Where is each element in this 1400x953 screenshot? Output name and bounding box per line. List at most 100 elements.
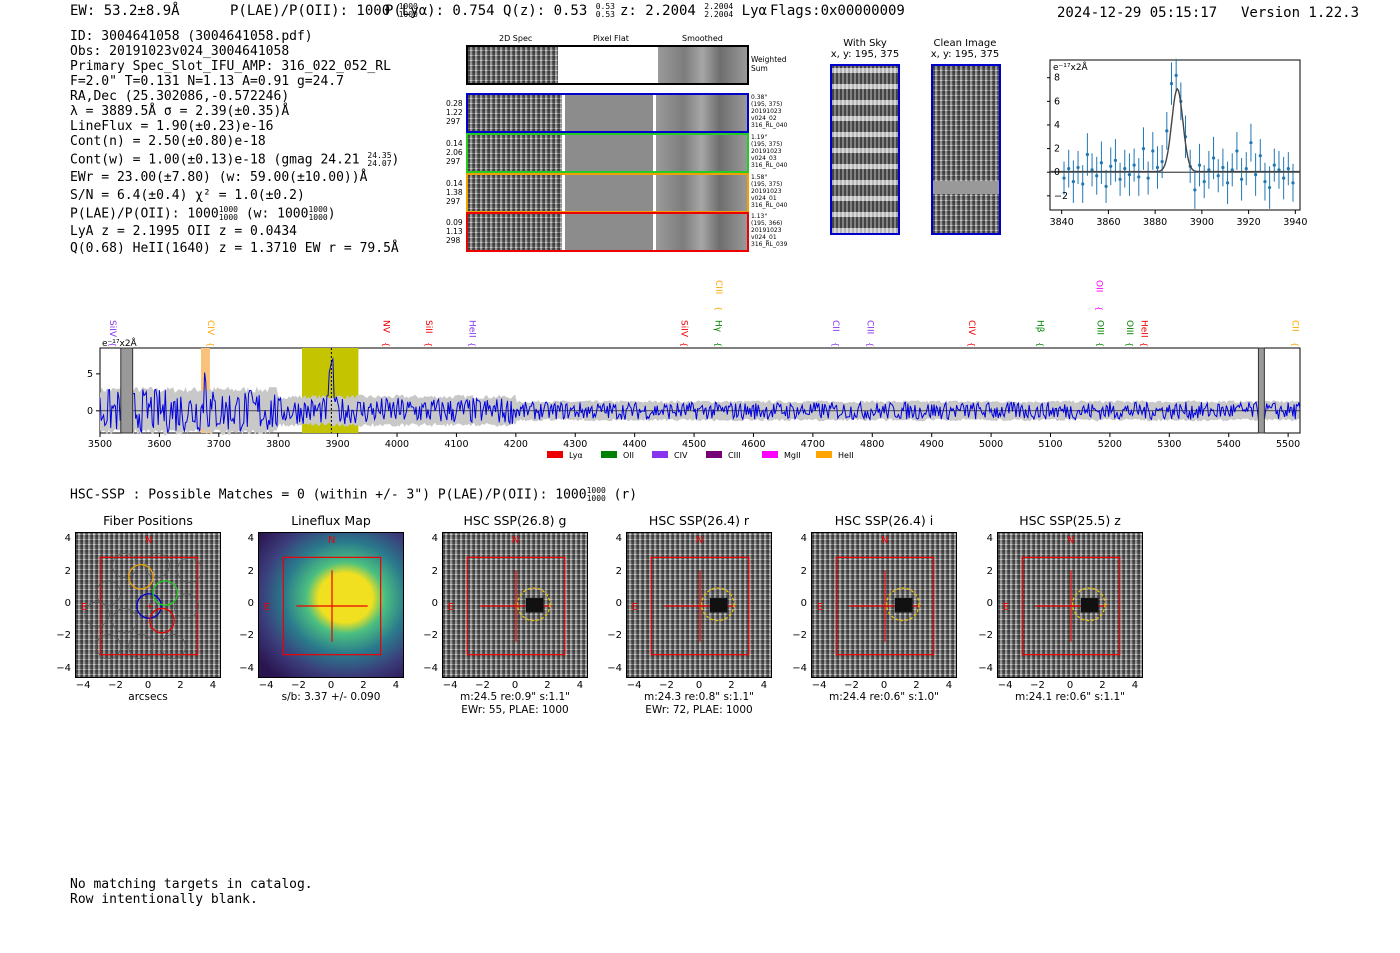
zoom-xtick-label: 3840 — [1050, 217, 1074, 228]
spectrum-line-label: CIII — [865, 320, 875, 334]
spectrum-line-label: NV — [380, 320, 390, 334]
stamp-aperture-box — [650, 556, 750, 656]
fiber-circle — [84, 601, 110, 627]
info-primary: Primary Spec_Slot_IFU_AMP: 316_022_052_R… — [70, 59, 391, 74]
stamp-title: HSC SSP(25.5) z — [1019, 513, 1121, 528]
zoom-point — [1272, 163, 1276, 167]
header-plae-label: P(LAE)/P(OII): 1000 — [230, 3, 391, 19]
zoom-point — [1071, 180, 1075, 184]
stamp-ytick-label: −4 — [978, 662, 993, 674]
legend-swatch — [652, 451, 668, 458]
spectrum-line-label: SiIV — [107, 320, 117, 338]
stamp-title: Fiber Positions — [103, 513, 193, 528]
stamp-ytick-label: −4 — [607, 662, 622, 674]
stamp-overlay: NE — [632, 535, 750, 656]
cutout-right-value: 1.58" — [751, 174, 768, 181]
cutout-flat — [565, 214, 653, 250]
cutout-sep — [562, 95, 565, 131]
spectrum-xtick-label: 4100 — [444, 439, 468, 450]
zoom-point — [1277, 168, 1281, 172]
stamp-xtick-label: 2 — [360, 680, 367, 691]
spectrum-xtick-label: 5400 — [1217, 439, 1241, 450]
zoom-ytick-label: 0 — [1054, 167, 1060, 178]
stamp-xtick-label: −4 — [258, 680, 274, 691]
zoom-point — [1197, 163, 1202, 167]
footer-line2: Row intentionally blank. — [70, 892, 258, 907]
info-radec: RA,Dec (25.302086,-0.572246) — [70, 89, 290, 104]
spectrum-line-label: SiIV — [679, 320, 689, 338]
info-plae: P(LAE)/P(OII): 1000 — [70, 206, 219, 222]
stamp-xtick-label: 2 — [177, 680, 184, 691]
stamp-source-ellipse — [700, 587, 735, 622]
cutout-right-value: (195, 375) — [751, 101, 783, 108]
cutout-flat — [565, 95, 653, 131]
info-gmag-hi: 24.35 — [367, 151, 392, 160]
zoom-point — [1076, 165, 1080, 170]
hsc-title: HSC-SSP : Possible Matches = 0 (within +… — [70, 487, 587, 503]
spectrum-line-brace: { — [967, 342, 976, 347]
stamp-image: + N E — [75, 532, 221, 678]
cutout-row — [466, 93, 749, 133]
fiber-circle — [173, 593, 199, 619]
cutout-sep — [653, 214, 656, 250]
stamp-aperture-box — [282, 556, 382, 656]
spectrum-line-brace: { — [468, 342, 477, 347]
info-contw-row: Cont(w) = 1.00(±0.13)e-18 (gmag 24.21 24… — [70, 151, 400, 168]
cutout-left-value: 0.09 — [446, 218, 463, 227]
cutout-smooth — [656, 95, 747, 131]
cutout-sep — [653, 175, 656, 211]
cutout-row — [466, 133, 749, 173]
zoom-fit-curve — [1050, 87, 1300, 173]
stamp-source — [709, 597, 728, 613]
zoom-ytick-label: 4 — [1054, 120, 1060, 131]
header-version: Version 1.22.3 — [1241, 5, 1360, 21]
info-lineflux: LineFlux = 1.90(±0.23)e-16 — [70, 119, 274, 134]
legend-swatch — [816, 451, 832, 458]
stamp-xtick-label: −4 — [811, 680, 827, 691]
stamp-xtick-label: −4 — [442, 680, 458, 691]
info-lambda: λ = 3889.5Å σ = 2.39(±0.35)Å — [70, 104, 290, 119]
stamp-xtick-label: −2 — [659, 680, 674, 691]
stamp-xtick-label: 4 — [945, 680, 953, 691]
fiber-circle — [112, 608, 138, 634]
with-sky-title: With Sky x, y: 195, 375 — [830, 38, 900, 60]
spectrum-line-brace: { — [206, 342, 215, 347]
stamp-ytick-label: 2 — [800, 565, 807, 577]
stamp-xtick-label: 4 — [1131, 680, 1139, 691]
stamp-overlay: NE — [817, 535, 935, 656]
with-sky-xy: x, y: 195, 375 — [830, 49, 900, 60]
clean-image-xy: x, y: 195, 375 — [930, 49, 1000, 60]
spectrum-line-brace: { — [1125, 342, 1134, 347]
spectrum-line-label: CIII — [713, 280, 723, 294]
spectrum-line-brace: { — [714, 306, 723, 311]
zoom-point — [1109, 164, 1113, 168]
cutout-left-meta: 0.09 1.13 298 — [446, 218, 463, 245]
stamp-xtick-label: −2 — [844, 680, 859, 691]
cutout-sep — [562, 214, 565, 250]
stamp-north-label: N — [512, 535, 519, 546]
spectrum-xtick-label: 5300 — [1157, 439, 1181, 450]
spectrum-line-brace: { — [1035, 342, 1044, 347]
zoom-point — [1067, 167, 1071, 171]
zoom-point — [1286, 167, 1290, 171]
cutout-left-value: 0.14 — [446, 179, 463, 188]
zoom-point — [1239, 177, 1244, 181]
zoom-point — [1095, 174, 1099, 178]
legend-label: CIII — [728, 451, 741, 460]
stamp-xtick-label: 0 — [880, 680, 888, 691]
cutout-right-meta: 1.19" (195, 375) 20191023 v024_03 316_RL_040 — [751, 134, 787, 169]
zoom-point — [1146, 176, 1150, 180]
zoom-point — [1225, 181, 1230, 185]
cutout-row — [466, 173, 749, 213]
cutout-row — [466, 212, 749, 252]
header-plya: P(Lyα): 0.754 — [385, 3, 495, 19]
spectrum-xtick-label: 4000 — [385, 439, 409, 450]
stamp-ytick-label: 2 — [615, 565, 622, 577]
legend-label: MgII — [784, 451, 801, 460]
spectrum-line-brace: { — [831, 342, 840, 347]
stamp-ytick-label: 4 — [615, 533, 622, 545]
spectrum-line-brace: { — [866, 342, 875, 347]
with-sky-label: With Sky — [843, 38, 887, 49]
zoom-point — [1104, 184, 1108, 188]
